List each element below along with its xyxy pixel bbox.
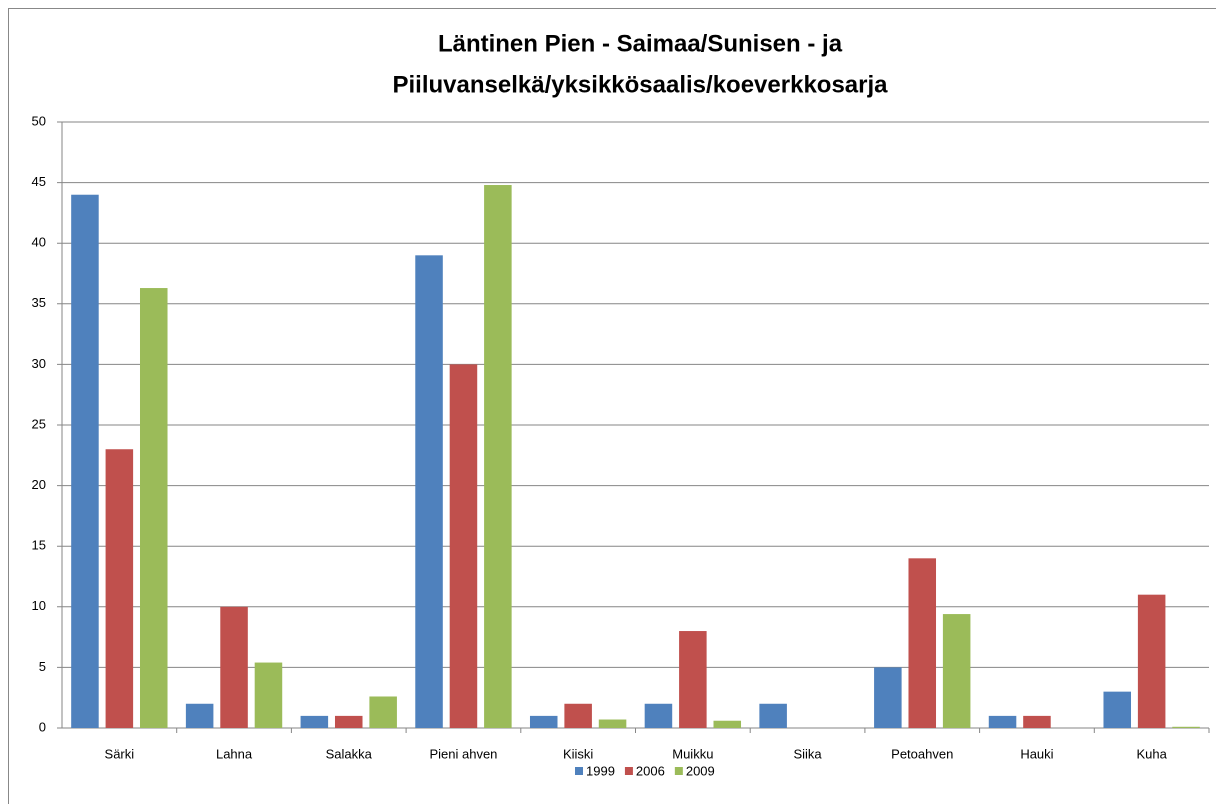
bar — [874, 667, 902, 728]
bar — [713, 720, 742, 728]
bar — [484, 185, 512, 729]
chart-title: Piiluvanselkä/yksikkösaalis/koeverkkosar… — [392, 71, 888, 98]
x-tick-label: Lahna — [216, 746, 253, 761]
bar — [71, 194, 99, 729]
bar — [300, 715, 329, 728]
bar — [564, 703, 592, 728]
bar — [369, 696, 397, 728]
x-tick-label: Pieni ahven — [429, 746, 497, 761]
bar — [334, 715, 363, 728]
bar — [679, 631, 707, 728]
bar — [759, 703, 787, 728]
bar — [449, 364, 478, 728]
x-tick-label: Muikku — [672, 746, 713, 761]
bar — [908, 558, 937, 728]
legend-swatch — [575, 767, 583, 775]
x-tick-label: Kuha — [1136, 746, 1167, 761]
x-tick-label: Petoahven — [891, 746, 953, 761]
y-tick-label: 40 — [32, 235, 46, 250]
y-tick-label: 0 — [39, 719, 46, 734]
y-tick-label: 45 — [32, 174, 46, 189]
y-tick-label: 20 — [32, 477, 46, 492]
y-tick-label: 25 — [32, 416, 46, 431]
y-tick-label: 5 — [39, 659, 46, 674]
y-tick-label: 10 — [32, 598, 46, 613]
chart-frame — [8, 8, 1216, 804]
x-tick-label: Siika — [793, 746, 822, 761]
legend-swatch — [624, 767, 633, 775]
y-tick-label: 15 — [32, 538, 46, 553]
bar — [1172, 726, 1200, 728]
legend-label: 1999 — [586, 763, 615, 778]
y-tick-label: 30 — [32, 356, 46, 371]
legend-label: 2009 — [686, 763, 715, 778]
bar — [254, 662, 283, 728]
bar — [139, 288, 168, 728]
x-tick-label: Salakka — [326, 746, 373, 761]
x-tick-label: Hauki — [1020, 746, 1053, 761]
bar — [1103, 691, 1132, 728]
y-tick-label: 50 — [32, 113, 46, 128]
x-tick-label: Särki — [105, 746, 135, 761]
chart-title: Läntinen Pien - Saimaa/Sunisen - ja — [438, 30, 843, 57]
legend-swatch — [674, 767, 683, 775]
bar — [942, 614, 971, 728]
bar — [220, 606, 248, 728]
bar — [529, 715, 558, 728]
bar — [1137, 594, 1166, 728]
bar — [415, 255, 443, 728]
y-tick-label: 35 — [32, 295, 46, 310]
bar — [105, 449, 134, 728]
legend-label: 2006 — [636, 763, 665, 778]
bar — [644, 703, 673, 728]
bar — [1023, 715, 1051, 728]
x-tick-label: Kiiski — [563, 746, 593, 761]
bar — [988, 715, 1017, 728]
bar — [598, 719, 627, 728]
bar — [185, 703, 214, 728]
